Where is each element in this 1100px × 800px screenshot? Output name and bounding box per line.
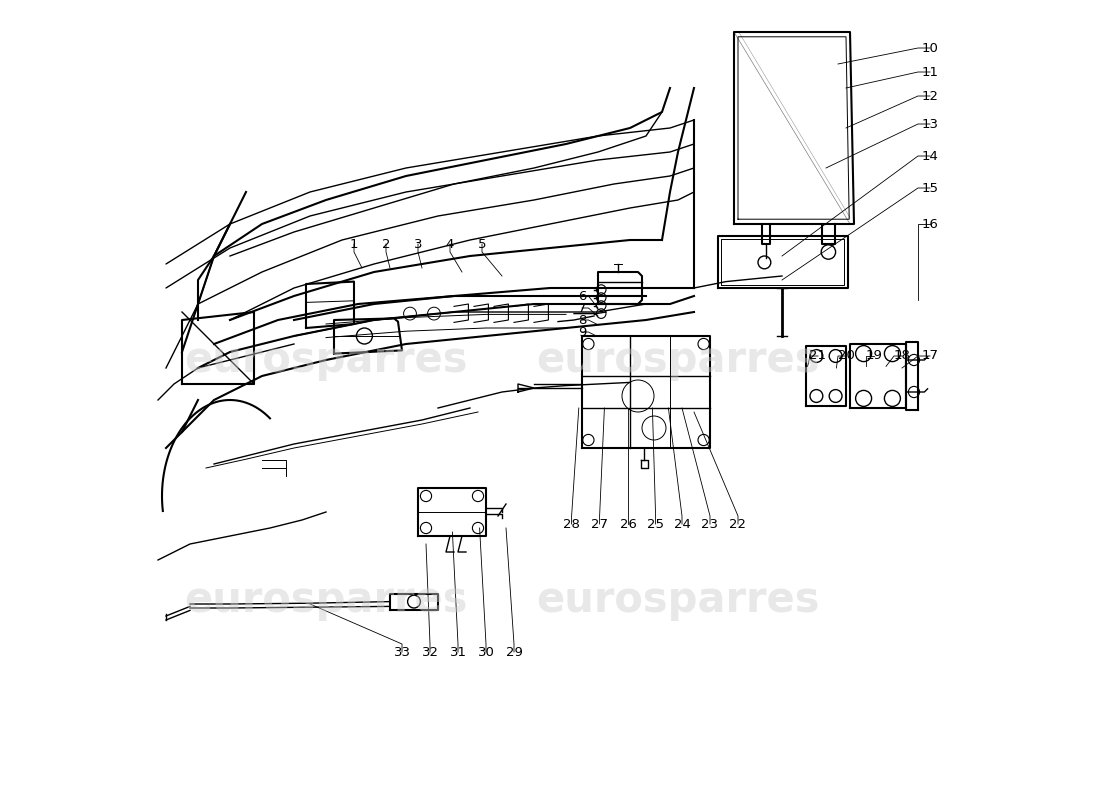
Text: 6: 6 (578, 290, 586, 302)
Text: 29: 29 (506, 646, 522, 658)
Text: 21: 21 (810, 350, 826, 362)
Text: 22: 22 (729, 518, 747, 530)
Text: 23: 23 (702, 518, 718, 530)
Text: 2: 2 (382, 238, 390, 250)
Text: eurosparres: eurosparres (537, 339, 820, 381)
Text: 9: 9 (578, 326, 586, 338)
Text: 32: 32 (421, 646, 439, 658)
Text: 11: 11 (922, 66, 938, 78)
Text: 13: 13 (922, 118, 938, 130)
Text: 26: 26 (620, 518, 637, 530)
Text: 18: 18 (893, 350, 911, 362)
Text: 20: 20 (837, 350, 855, 362)
Text: 3: 3 (414, 238, 422, 250)
Text: 7: 7 (578, 302, 586, 314)
Text: 16: 16 (922, 218, 938, 230)
Text: eurosparres: eurosparres (185, 339, 468, 381)
Text: 15: 15 (922, 182, 938, 194)
Text: 33: 33 (394, 646, 410, 658)
Text: 17: 17 (922, 350, 938, 362)
Text: 19: 19 (866, 350, 882, 362)
Text: 28: 28 (563, 518, 580, 530)
Text: 27: 27 (591, 518, 608, 530)
Text: 24: 24 (673, 518, 691, 530)
Text: 31: 31 (450, 646, 466, 658)
Text: 30: 30 (477, 646, 494, 658)
Text: 10: 10 (922, 42, 938, 54)
Text: 25: 25 (647, 518, 664, 530)
Text: 1: 1 (350, 238, 359, 250)
Text: 8: 8 (578, 314, 586, 326)
Text: 4: 4 (446, 238, 454, 250)
Text: 5: 5 (477, 238, 486, 250)
Text: eurosparres: eurosparres (537, 579, 820, 621)
Text: 12: 12 (922, 90, 938, 102)
Text: eurosparres: eurosparres (185, 579, 468, 621)
Text: 14: 14 (922, 150, 938, 162)
